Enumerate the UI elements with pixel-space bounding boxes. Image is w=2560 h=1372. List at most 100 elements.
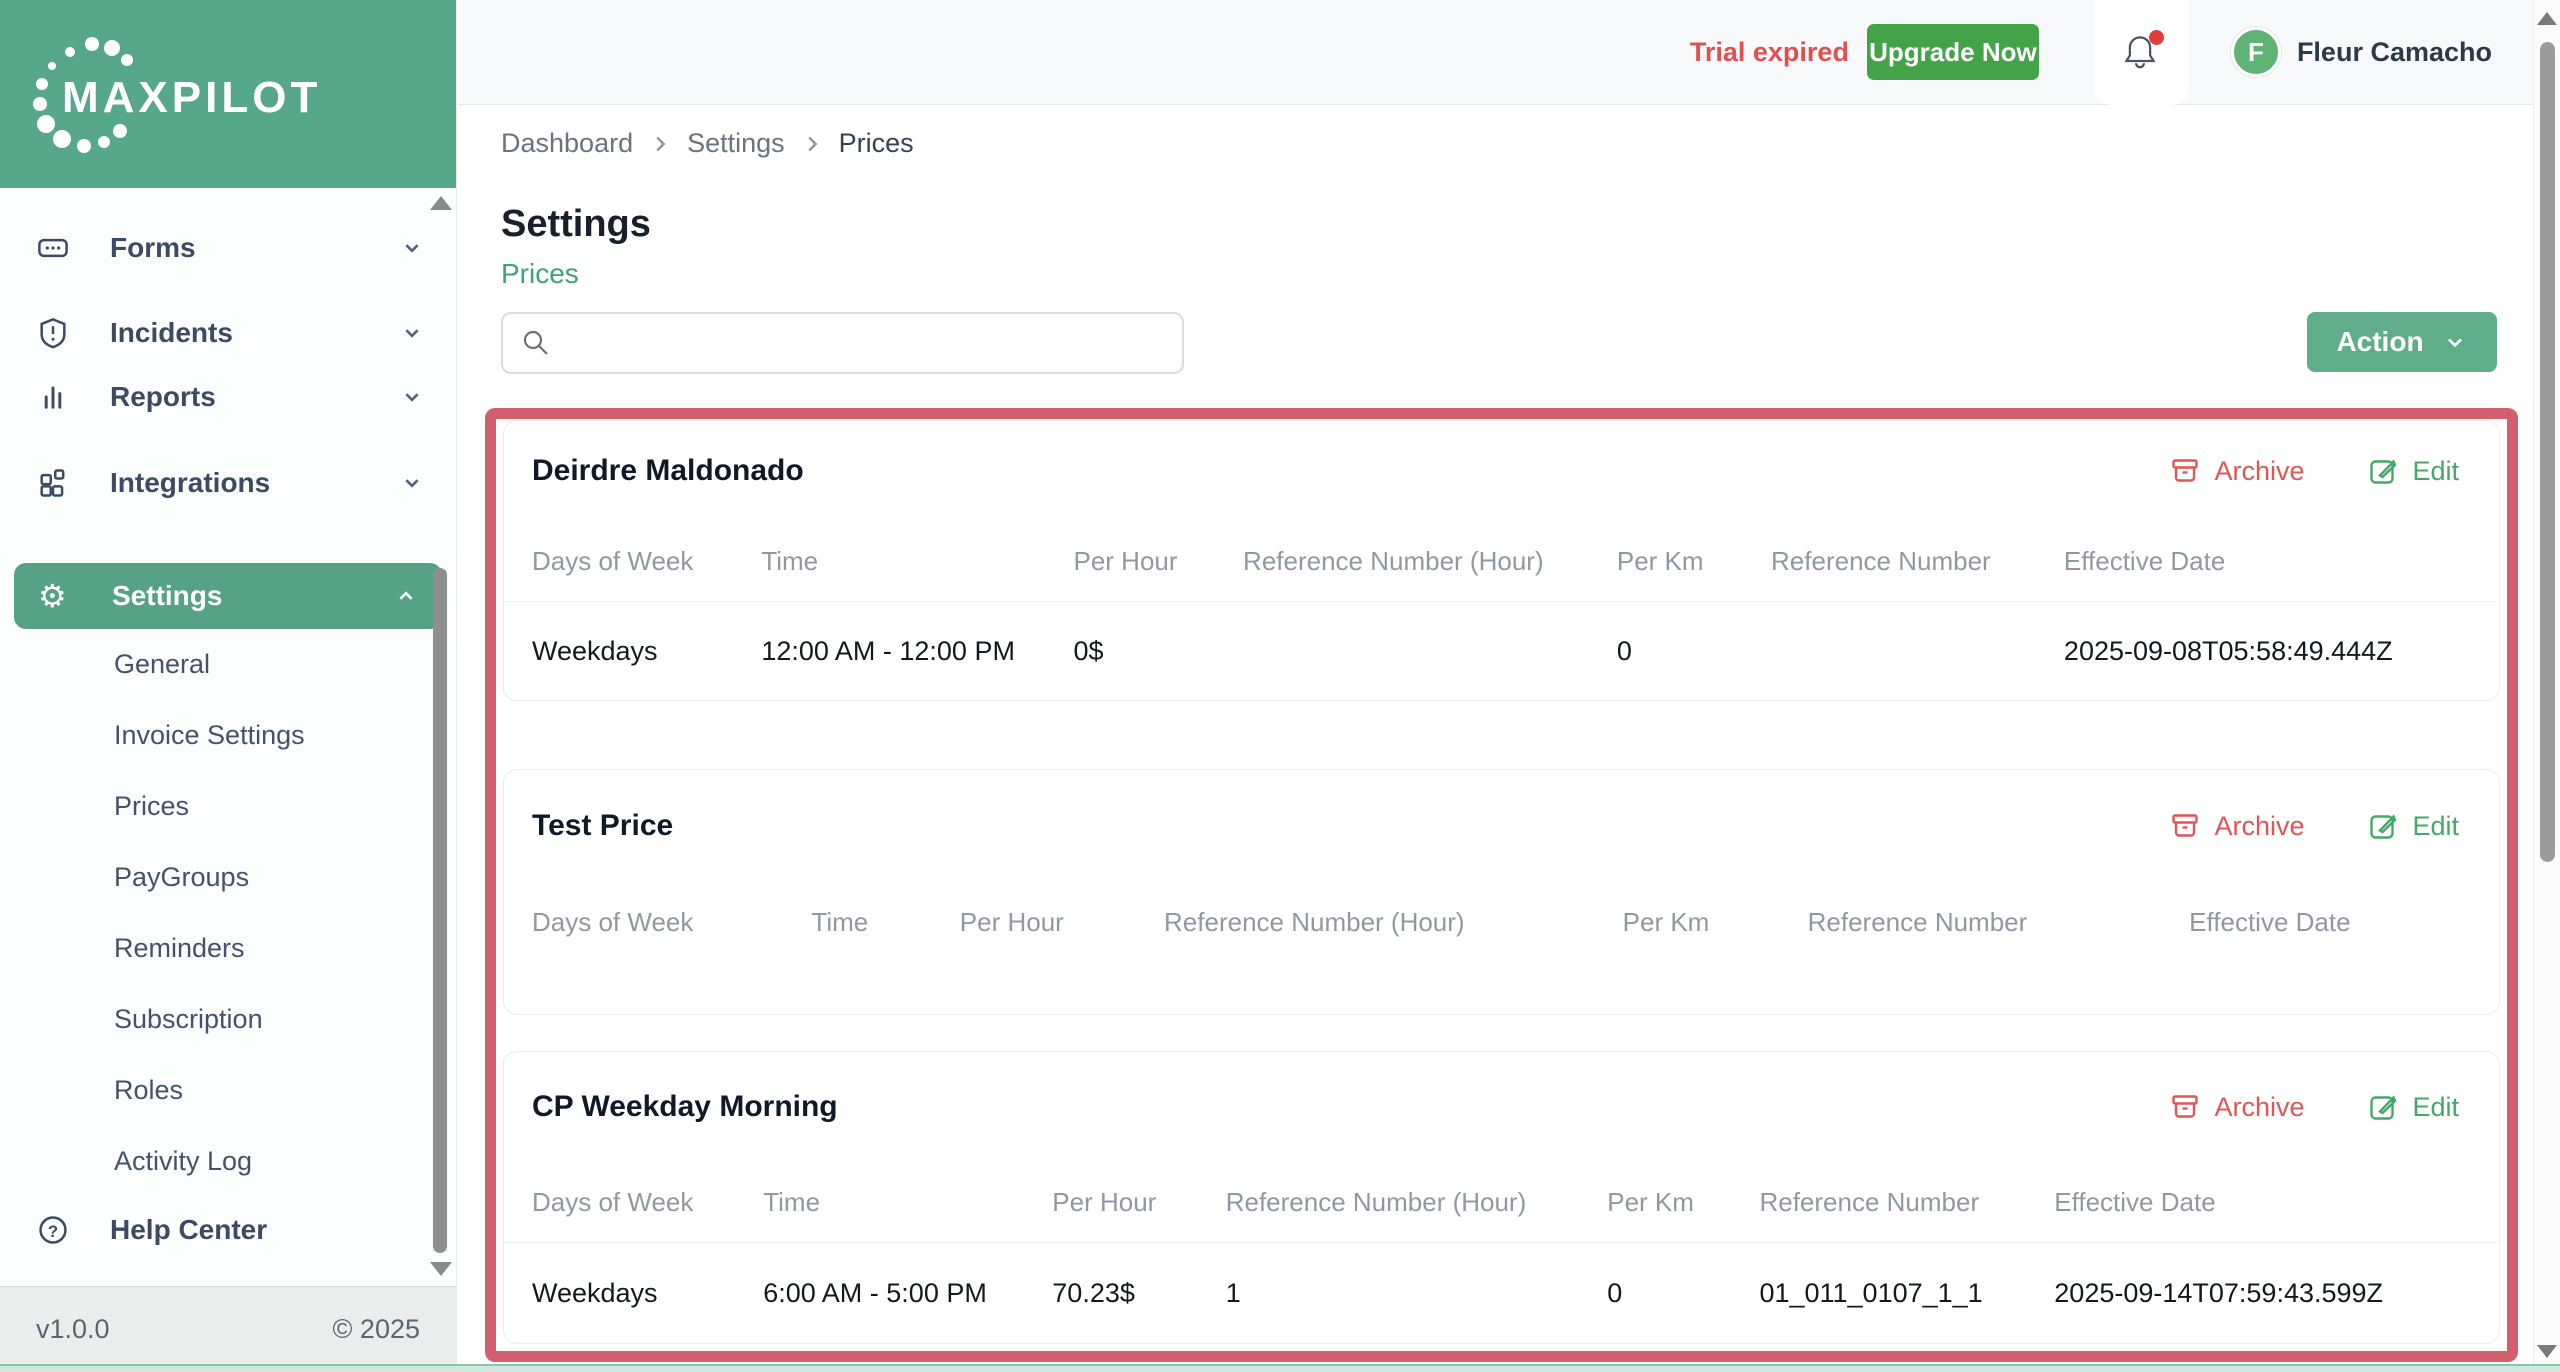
sidebar-item-reports[interactable]: Reports bbox=[0, 365, 456, 429]
chevron-down-icon bbox=[398, 383, 426, 411]
sidebar-item-label: Incidents bbox=[110, 317, 233, 348]
sidebar-nav: Forms Incidents Reports Integrations ⚙ Settin… bbox=[0, 216, 456, 1197]
card-actions: Archive Edit bbox=[2170, 811, 2459, 842]
sidebar-item-settings[interactable]: ⚙ Settings bbox=[14, 563, 442, 629]
sidebar-item-label: Integrations bbox=[110, 467, 271, 498]
edit-label: Edit bbox=[2412, 455, 2459, 486]
question-circle-icon: ? bbox=[36, 1213, 70, 1247]
sidebar-item-help-center[interactable]: ? Help Center bbox=[0, 1197, 456, 1263]
column-header: Per Km bbox=[1616, 545, 1704, 576]
sidebar-item-integrations[interactable]: Integrations bbox=[0, 451, 456, 515]
price-cell: Weekdays bbox=[532, 1277, 658, 1308]
submenu-item-paygroups[interactable]: PayGroups bbox=[114, 862, 250, 892]
search-input[interactable] bbox=[565, 318, 1164, 368]
submenu-item-subscription[interactable]: Subscription bbox=[114, 1004, 263, 1034]
submenu-item-prices[interactable]: Prices bbox=[114, 791, 190, 821]
avatar-initial: F bbox=[2247, 36, 2264, 67]
scroll-down-arrow[interactable] bbox=[2537, 1345, 2557, 1358]
column-header: Per Hour bbox=[959, 906, 1064, 937]
gear-icon: ⚙ bbox=[38, 578, 67, 614]
column-header: Time bbox=[763, 1186, 821, 1217]
form-field-icon bbox=[36, 231, 70, 265]
table-header-row: Days of Week Time Per Hour Reference Number… bbox=[532, 1162, 2459, 1242]
notification-panel bbox=[2093, 0, 2189, 105]
settings-submenu: General Invoice Settings Prices PayGroups Re… bbox=[0, 629, 456, 1197]
price-cell: 01_011_0107_1_1 bbox=[1759, 1277, 1983, 1308]
price-cell: 12:00 AM - 12:00 PM bbox=[761, 635, 1015, 666]
avatar[interactable]: F bbox=[2230, 27, 2281, 77]
breadcrumb-chevron-icon bbox=[649, 133, 671, 155]
column-header: Per Km bbox=[1607, 1186, 1694, 1217]
main-scrollbar-thumb[interactable] bbox=[2540, 42, 2555, 862]
archive-label: Archive bbox=[2214, 455, 2305, 486]
price-card: Deirdre Maldonado Archive Edit Days of Week… bbox=[503, 420, 2500, 701]
archive-label: Archive bbox=[2214, 810, 2305, 841]
column-header: Days of Week bbox=[532, 1186, 694, 1217]
sidebar-item-label: Forms bbox=[110, 232, 196, 263]
edit-button[interactable]: Edit bbox=[2368, 1092, 2459, 1123]
edit-button[interactable]: Edit bbox=[2368, 456, 2459, 487]
price-cell: 70.23$ bbox=[1052, 1277, 1135, 1308]
action-button[interactable]: Action bbox=[2307, 312, 2497, 372]
price-row: Weekdays 6:00 AM - 5:00 PM 70.23$ 1 0 01_011_… bbox=[532, 1243, 2459, 1343]
column-header: Per Hour bbox=[1052, 1186, 1157, 1217]
main-scrollbar bbox=[2533, 0, 2560, 1372]
submenu-item-general[interactable]: General bbox=[114, 649, 211, 679]
submenu-item-invoice-settings[interactable]: Invoice Settings bbox=[114, 720, 305, 750]
sidebar: MAXPILOT Forms Incidents Reports Integratio… bbox=[0, 0, 457, 1372]
table-header-row: Days of Week Time Per Hour Reference Number… bbox=[532, 882, 2459, 962]
submenu-item-reminders[interactable]: Reminders bbox=[114, 933, 245, 963]
column-header: Days of Week bbox=[532, 906, 694, 937]
column-header: Reference Number bbox=[1807, 906, 2028, 937]
price-card-list: Deirdre Maldonado Archive Edit Days of Week… bbox=[503, 420, 2500, 1344]
chevron-down-icon bbox=[398, 319, 426, 347]
edit-button[interactable]: Edit bbox=[2368, 811, 2459, 842]
main-content: Dashboard Settings Prices Settings Prices … bbox=[458, 106, 2533, 1362]
column-header: Effective Date bbox=[2189, 906, 2351, 937]
submenu-item-roles[interactable]: Roles bbox=[114, 1075, 184, 1105]
sidebar-item-forms[interactable]: Forms bbox=[0, 216, 456, 280]
price-card-title: Deirdre Maldonado bbox=[532, 454, 804, 487]
edit-icon bbox=[2368, 811, 2398, 841]
sidebar-scroll-down-arrow[interactable] bbox=[430, 1262, 452, 1276]
column-header: Days of Week bbox=[532, 545, 694, 576]
trial-expired-text: Trial expired bbox=[1689, 36, 1849, 67]
breadcrumb-item-prices: Prices bbox=[838, 128, 914, 158]
sidebar-item-incidents[interactable]: Incidents bbox=[0, 301, 456, 365]
bell-icon[interactable] bbox=[2122, 30, 2165, 72]
breadcrumb-item-dashboard[interactable]: Dashboard bbox=[501, 128, 634, 158]
archive-button[interactable]: Archive bbox=[2170, 811, 2304, 842]
upgrade-now-button[interactable]: Upgrade Now bbox=[1866, 24, 2039, 80]
breadcrumb-item-settings[interactable]: Settings bbox=[687, 128, 785, 158]
sidebar-footer: v1.0.0 © 2025 bbox=[0, 1286, 456, 1372]
price-card: CP Weekday Morning Archive Edit Days of Wee… bbox=[503, 1051, 2500, 1344]
logo-mark-icon: MAXPILOT bbox=[33, 37, 317, 153]
archive-icon bbox=[2170, 811, 2200, 841]
sidebar-item-label: Help Center bbox=[110, 1214, 268, 1245]
sidebar-scrollbar-thumb[interactable] bbox=[433, 568, 447, 1253]
price-card-title: Test Price bbox=[532, 809, 674, 842]
price-card-header: Test Price Archive Edit bbox=[532, 770, 2459, 882]
toolbar: Action bbox=[501, 312, 2533, 374]
archive-label: Archive bbox=[2214, 1091, 2305, 1122]
edit-icon bbox=[2368, 456, 2398, 486]
price-cell: 6:00 AM - 5:00 PM bbox=[763, 1277, 987, 1308]
sidebar-scroll-up-arrow[interactable] bbox=[430, 196, 452, 210]
app-version: v1.0.0 bbox=[36, 1314, 110, 1344]
archive-button[interactable]: Archive bbox=[2170, 1092, 2304, 1123]
card-actions: Archive Edit bbox=[2170, 1092, 2459, 1123]
price-cell: 0 bbox=[1616, 635, 1632, 666]
price-cell: 1 bbox=[1225, 1277, 1241, 1308]
column-header: Time bbox=[811, 906, 869, 937]
copyright: © 2025 bbox=[332, 1314, 420, 1344]
submenu-item-activity-log[interactable]: Activity Log bbox=[114, 1146, 253, 1176]
archive-button[interactable]: Archive bbox=[2170, 456, 2304, 487]
price-cell: 2025-09-14T07:59:43.599Z bbox=[2054, 1277, 2384, 1308]
column-header: Effective Date bbox=[2063, 545, 2226, 576]
column-header: Reference Number bbox=[1771, 545, 1991, 576]
archive-icon bbox=[2170, 1092, 2200, 1122]
scroll-up-arrow[interactable] bbox=[2537, 12, 2557, 25]
bar-chart-icon bbox=[36, 380, 70, 414]
price-cell: 0 bbox=[1607, 1277, 1623, 1308]
column-header: Per Km bbox=[1622, 906, 1710, 937]
